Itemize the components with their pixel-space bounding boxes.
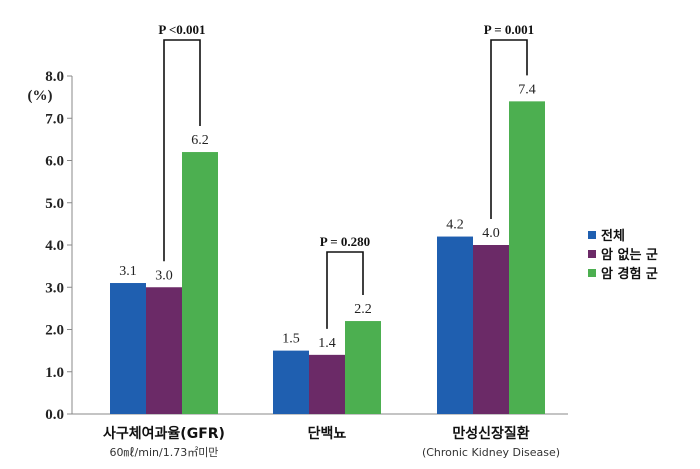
y-tick-label: 2.0: [45, 323, 64, 339]
labels-layer: 3.1 1.5 4.2 3.0 1.4 4.0 6.2 2.2 7.4: [119, 82, 536, 351]
bar-value-label: 2.2: [354, 302, 372, 317]
pvalue-label: P = 0.001: [484, 22, 534, 37]
bar: [509, 101, 545, 414]
y-tick-label: 5.0: [45, 196, 64, 212]
bar-value-label: 4.0: [482, 226, 500, 241]
category-sublabel: 60㎖/min/1.73㎡미만: [110, 446, 219, 459]
pvalue-bracket: [326, 251, 364, 329]
legend: 전체암 없는 군암 경험 군: [588, 228, 658, 282]
bars-layer: [110, 101, 545, 415]
category-sublabel: (Chronic Kidney Disease): [422, 446, 560, 459]
bar: [182, 152, 218, 415]
pvalue-label: P = 0.280: [320, 234, 370, 249]
y-tick-label: 4.0: [45, 238, 64, 254]
y-tick-label: 6.0: [45, 154, 64, 170]
category-label: 만성신장질환: [452, 425, 529, 442]
legend-swatch: [588, 250, 596, 258]
legend-label: 암 경험 군: [601, 266, 658, 282]
category-label: 사구체여과율(GFR): [103, 425, 225, 442]
y-tick-label: 7.0: [45, 111, 64, 127]
bar: [473, 245, 509, 414]
legend-label: 전체: [601, 228, 625, 244]
y-tick-label: 3.0: [45, 280, 64, 296]
pvalue-label: P <0.001: [158, 22, 205, 37]
legend-swatch: [588, 231, 596, 239]
pvalue-bracket: [163, 39, 201, 262]
bar-value-label: 3.1: [119, 264, 137, 279]
bar-value-label: 1.4: [318, 336, 336, 351]
bar: [437, 236, 473, 414]
bar-value-label: 6.2: [191, 133, 209, 148]
pvalue-layer: P <0.001 P = 0.280 P = 0.001: [158, 22, 534, 329]
legend-label: 암 없는 군: [601, 247, 658, 263]
bar: [309, 354, 345, 414]
category-label: 단백뇨: [308, 425, 347, 442]
category-labels: 사구체여과율(GFR) 60㎖/min/1.73㎡미만 단백뇨 만성신장질환 (Chro…: [103, 425, 560, 459]
bar: [345, 321, 381, 414]
bar-value-label: 7.4: [518, 82, 536, 97]
bar: [146, 287, 182, 414]
bar: [273, 350, 309, 414]
y-tick-label: 8.0: [45, 69, 64, 85]
bar-value-label: 3.0: [155, 268, 173, 283]
y-axis-label: (%): [28, 88, 53, 104]
pvalue-bracket: [490, 39, 528, 219]
y-tick-label: 1.0: [45, 365, 64, 381]
y-tick-label: 0.0: [45, 407, 64, 423]
bar: [110, 283, 146, 414]
bar-value-label: 4.2: [446, 218, 464, 233]
bar-value-label: 1.5: [282, 332, 300, 347]
legend-swatch: [588, 269, 596, 277]
